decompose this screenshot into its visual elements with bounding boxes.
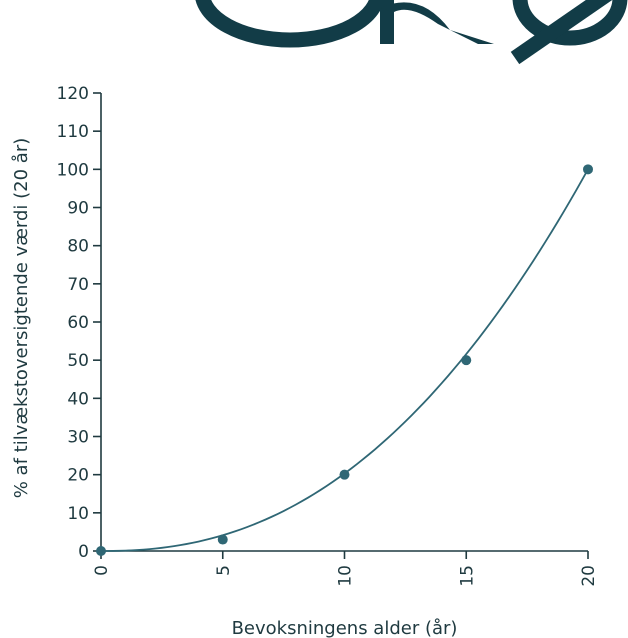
x-tick-label: 20 xyxy=(579,565,599,587)
y-tick-label: 30 xyxy=(67,428,89,448)
x-axis-title: Bevoksningens alder (år) xyxy=(232,618,458,638)
y-tick-label: 70 xyxy=(67,275,89,295)
y-tick-label: 60 xyxy=(67,313,89,333)
x-tick-label: 10 xyxy=(336,565,356,587)
chart-axes xyxy=(100,93,588,552)
y-tick-label: 40 xyxy=(67,389,89,409)
y-tick-label: 0 xyxy=(78,542,89,562)
data-point xyxy=(583,164,593,175)
y-axis-ticks: 0 10 20 30 40 50 60 70 80 90 100 110 120 xyxy=(57,84,101,562)
y-tick-label: 100 xyxy=(57,160,89,180)
y-tick-label: 50 xyxy=(67,351,89,371)
logo-graphic xyxy=(195,0,628,65)
y-tick-label: 10 xyxy=(67,504,89,524)
data-point xyxy=(96,546,106,556)
logo-letter-oe-slash xyxy=(510,0,613,65)
data-point xyxy=(339,469,350,480)
x-axis-ticks: 0 5 10 15 20 xyxy=(92,551,599,587)
x-tick-label: 5 xyxy=(214,565,234,576)
data-point xyxy=(461,355,472,366)
y-tick-label: 120 xyxy=(57,84,89,104)
y-tick-label: 80 xyxy=(67,237,89,257)
data-point xyxy=(217,534,228,545)
series-line xyxy=(100,168,589,552)
logo-banner xyxy=(0,0,628,70)
series-layer xyxy=(96,164,593,556)
logo-letter-c xyxy=(195,0,385,48)
x-tick-label: 15 xyxy=(457,565,477,587)
y-tick-label: 20 xyxy=(67,466,89,486)
y-tick-label: 90 xyxy=(67,199,89,219)
y-axis-title: % af tilvækstoversigtende værdi (20 år) xyxy=(11,138,32,499)
logo-letter-r-arm xyxy=(380,2,494,44)
x-tick-label: 0 xyxy=(92,565,112,576)
logo-letter-oe xyxy=(512,0,628,46)
y-tick-label: 110 xyxy=(57,122,89,142)
